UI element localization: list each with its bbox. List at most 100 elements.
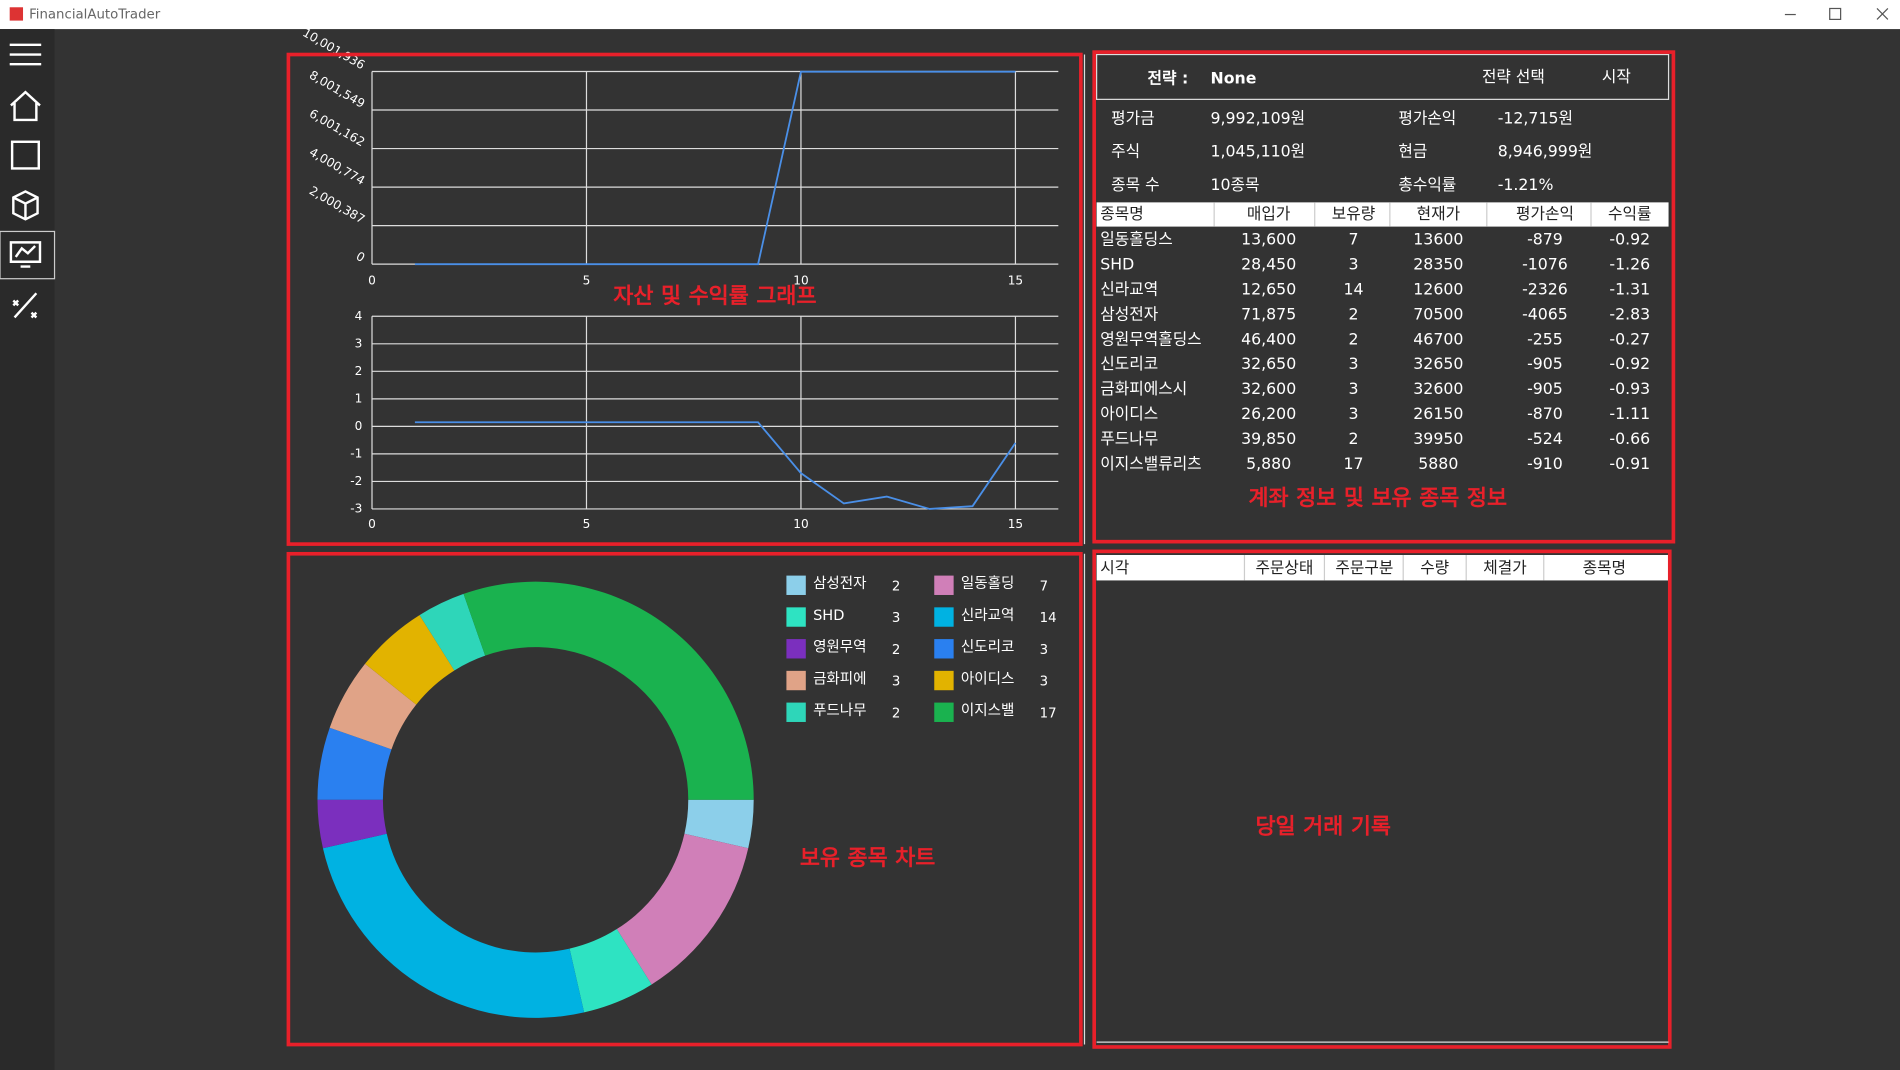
- table-cell: 신라교역: [1100, 279, 1158, 298]
- search-icon[interactable]: [10, 140, 40, 170]
- legend-label: 일동홀딩: [961, 575, 1014, 592]
- table-cell: 32,650: [1241, 354, 1296, 373]
- maximize-button[interactable]: [1829, 7, 1842, 20]
- legend-label: 금화피에: [813, 670, 866, 687]
- column-header: 수량: [1420, 558, 1449, 577]
- table-cell: 2: [1348, 429, 1358, 448]
- legend-value: 2: [892, 643, 900, 658]
- column-header: 현재가: [1417, 204, 1460, 223]
- table-cell: 신도리코: [1100, 354, 1158, 373]
- select-strategy-button[interactable]: 전략 선택: [1482, 67, 1545, 86]
- table-cell: -255: [1527, 329, 1563, 348]
- legend-swatch: [934, 670, 954, 691]
- table-cell: 46700: [1413, 329, 1463, 348]
- donut-slice: [569, 929, 652, 1013]
- selected-tab: [0, 230, 56, 280]
- table-cell: 3: [1348, 404, 1358, 423]
- annotation: 계좌 정보 및 보유 종목 정보: [1248, 486, 1507, 511]
- chart-icon[interactable]: [9, 241, 42, 268]
- y-tick-label: -1: [350, 446, 362, 460]
- table-cell: -1.31: [1609, 279, 1650, 298]
- legend-label: SHD: [813, 608, 844, 624]
- start-button[interactable]: 시작: [1602, 67, 1631, 86]
- y-tick-label: 0: [355, 419, 363, 433]
- table-cell: 46,400: [1241, 329, 1296, 348]
- strategy-bar: [1096, 53, 1670, 100]
- close-button[interactable]: [1876, 8, 1889, 20]
- table-cell: 32600: [1413, 379, 1463, 398]
- menu-icon[interactable]: [9, 43, 42, 66]
- table-cell: 71,875: [1241, 304, 1296, 323]
- table-header: [1096, 202, 1669, 227]
- box-icon[interactable]: [12, 190, 39, 221]
- column-header: 수익률: [1608, 204, 1651, 223]
- x-tick-label: 15: [1008, 274, 1023, 288]
- donut-slice: [463, 581, 754, 800]
- donut-slice: [329, 663, 417, 750]
- legend-label: 영원무역: [813, 639, 866, 656]
- table-cell: 금화피에스시: [1100, 379, 1187, 398]
- line-series: [414, 421, 1017, 510]
- table-cell: -879: [1527, 229, 1563, 248]
- table-cell: -0.92: [1609, 354, 1650, 373]
- y-tick-label: 1: [355, 391, 363, 405]
- legend-value: 14: [1040, 611, 1057, 626]
- highlight-box: [286, 52, 1083, 546]
- donut-slice: [317, 799, 387, 849]
- title-bar: [0, 0, 1900, 30]
- legend-value: 3: [892, 675, 900, 690]
- table-cell: -1.26: [1609, 254, 1650, 273]
- table-cell: -2.83: [1609, 304, 1650, 323]
- table-cell: 28350: [1413, 254, 1463, 273]
- table-cell: 푸드나무: [1100, 429, 1158, 448]
- strategy-label: 전략 :: [1148, 68, 1189, 87]
- table-cell: -905: [1527, 379, 1563, 398]
- table-cell: 12600: [1413, 279, 1463, 298]
- summary-label: 총수익률: [1398, 175, 1456, 194]
- legend-label: 아이디스: [961, 670, 1014, 687]
- legend-swatch: [786, 670, 806, 691]
- strategy-icon[interactable]: [12, 292, 38, 319]
- table-cell: -0.27: [1609, 329, 1650, 348]
- table-cell: -870: [1527, 404, 1563, 423]
- column-header: 체결가: [1483, 558, 1526, 577]
- table-cell: -4065: [1522, 304, 1568, 323]
- legend-label: 신도리코: [961, 639, 1014, 656]
- table-cell: 26,200: [1241, 404, 1296, 423]
- legend-value: 3: [1040, 675, 1048, 690]
- column-header: 매입가: [1247, 204, 1290, 223]
- table-cell: 이지스밸류리츠: [1100, 454, 1201, 473]
- summary-label: 종목 수: [1111, 175, 1159, 194]
- legend-value: 2: [892, 706, 900, 721]
- column-header: 종목명: [1100, 204, 1143, 223]
- column-header: 시각: [1100, 558, 1129, 577]
- table-cell: -1076: [1522, 254, 1568, 273]
- summary-label: 현금: [1398, 142, 1427, 161]
- x-tick-label: 15: [1008, 517, 1023, 531]
- highlight-box: [286, 551, 1083, 1047]
- app-icon: [9, 7, 24, 21]
- legend-swatch: [934, 702, 954, 722]
- table-cell: 32,600: [1241, 379, 1296, 398]
- summary-value: -12,715원: [1498, 108, 1573, 127]
- table-cell: 3: [1348, 354, 1358, 373]
- table-cell: -910: [1527, 454, 1563, 473]
- legend-swatch: [934, 639, 954, 659]
- x-tick-label: 5: [583, 517, 591, 531]
- table-cell: 13600: [1413, 229, 1463, 248]
- line-series: [414, 70, 1016, 266]
- legend-swatch: [786, 607, 806, 627]
- home-icon[interactable]: [10, 90, 41, 122]
- y-tick-label: 4: [355, 309, 363, 323]
- y-tick-label: 3: [355, 336, 363, 350]
- table-cell: -1.11: [1609, 404, 1650, 423]
- column-header: 평가손익: [1516, 204, 1574, 223]
- donut-slice: [616, 833, 749, 985]
- summary-value: 9,992,109원: [1211, 108, 1306, 127]
- legend-value: 3: [892, 611, 900, 626]
- column-header: 종목명: [1583, 558, 1626, 577]
- table-cell: 70500: [1413, 304, 1463, 323]
- table-cell: -0.92: [1609, 229, 1650, 248]
